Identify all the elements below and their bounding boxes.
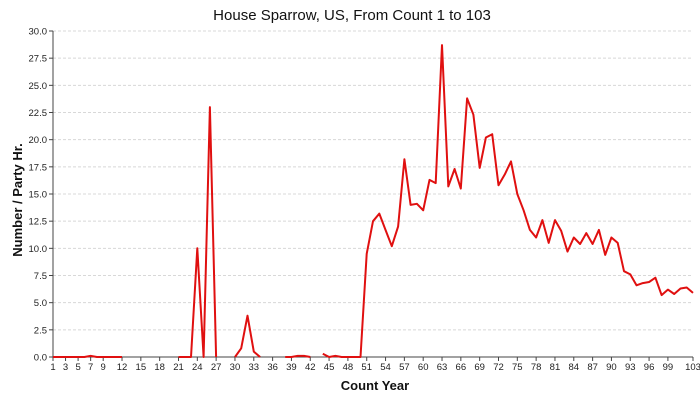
y-tick-label: 10.0 [29, 244, 48, 255]
x-tick-label: 45 [324, 362, 335, 373]
x-tick-label: 103 [685, 362, 700, 373]
x-tick-label: 36 [267, 362, 278, 373]
y-tick-label: 22.5 [29, 108, 48, 119]
x-tick-label: 33 [248, 362, 259, 373]
y-tick-label: 30.0 [29, 27, 48, 38]
x-tick-label: 7 [88, 362, 93, 373]
y-tick-label: 17.5 [29, 162, 48, 173]
y-tick-label: 12.5 [29, 217, 48, 228]
x-tick-label: 12 [117, 362, 128, 373]
x-tick-label: 18 [154, 362, 165, 373]
x-tick-label: 21 [173, 362, 184, 373]
x-tick-label: 75 [512, 362, 523, 373]
x-tick-label: 60 [418, 362, 429, 373]
x-tick-label: 81 [550, 362, 561, 373]
series-line [53, 44, 694, 358]
x-tick-label: 90 [606, 362, 617, 373]
axes [49, 30, 694, 361]
x-tick-label: 30 [230, 362, 241, 373]
x-tick-label: 3 [63, 362, 68, 373]
x-tick-label: 27 [211, 362, 222, 373]
x-tick-label: 42 [305, 362, 316, 373]
y-tick-label: 2.5 [34, 325, 47, 336]
x-tick-label: 48 [343, 362, 354, 373]
y-tick-label: 5.0 [34, 298, 47, 309]
x-tick-label: 69 [474, 362, 485, 373]
x-axis-label: Count Year [341, 378, 409, 393]
x-tick-label: 57 [399, 362, 410, 373]
x-tick-label: 66 [456, 362, 467, 373]
y-tick-label: 20.0 [29, 135, 48, 146]
y-tick-label: 0.0 [34, 353, 47, 364]
x-tick-label: 39 [286, 362, 297, 373]
x-tick-label: 24 [192, 362, 203, 373]
y-tick-label: 15.0 [29, 190, 48, 201]
x-tick-label: 87 [587, 362, 598, 373]
x-tick-labels: 1 3 5 7 9 12 15 18 21 24 27 30 33 36 39 42 45 48 51 54 57 60 6… [50, 362, 700, 373]
x-tick-label: 54 [380, 362, 391, 373]
x-tick-label: 96 [644, 362, 655, 373]
x-tick-label: 51 [361, 362, 372, 373]
y-tick-label: 7.5 [34, 271, 47, 282]
x-tick-label: 9 [101, 362, 106, 373]
x-tick-label: 78 [531, 362, 542, 373]
series-layer [53, 44, 694, 358]
y-tick-label: 27.5 [29, 54, 48, 65]
chart-title: House Sparrow, US, From Count 1 to 103 [213, 7, 491, 24]
x-tick-label: 63 [437, 362, 448, 373]
y-tick-labels: 0.0 2.5 5.0 7.5 10.0 12.5 15.0 17.5 20.0 22.5 25.0… [29, 27, 48, 364]
x-tick-label: 5 [75, 362, 80, 373]
x-tick-label: 15 [136, 362, 147, 373]
y-axis-label: Number / Party Hr. [10, 143, 25, 256]
x-tick-label: 99 [663, 362, 674, 373]
gridlines [53, 30, 693, 331]
y-tick-label: 25.0 [29, 81, 48, 92]
x-tick-label: 84 [568, 362, 579, 373]
x-tick-label: 1 [50, 362, 55, 373]
x-tick-label: 93 [625, 362, 636, 373]
x-tick-label: 72 [493, 362, 504, 373]
